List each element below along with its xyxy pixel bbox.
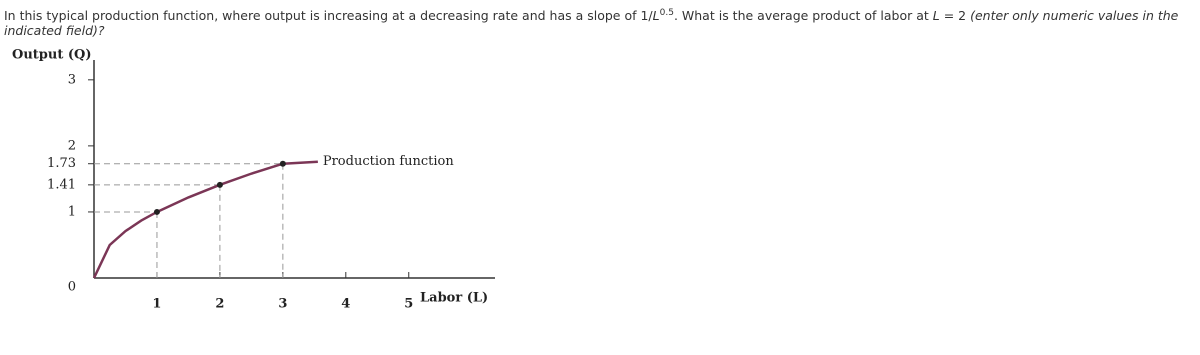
question-text: = 2 <box>939 8 971 24</box>
x-tick-label: 1 <box>152 297 161 312</box>
y-tick-label: 1.73 <box>47 156 76 171</box>
y-axis-label: Output (Q) <box>12 48 91 63</box>
x-tick-label: 5 <box>404 297 413 312</box>
question-text: L <box>652 8 660 24</box>
y-tick-label: 1.41 <box>47 177 76 192</box>
annotation-leader <box>282 160 318 165</box>
x-tick-label: 2 <box>215 297 224 312</box>
question: In this typical production function, whe… <box>4 6 1194 38</box>
question-text: In this typical production function, whe… <box>4 8 653 24</box>
x-tick-label: 4 <box>341 297 350 312</box>
question-text: 0.5 <box>659 8 674 18</box>
point <box>153 208 160 215</box>
point <box>279 160 286 167</box>
x-axis-label: Labor (L) <box>420 291 488 306</box>
question-text: L <box>932 8 940 24</box>
point <box>216 181 223 188</box>
question-text: (enter only numeric values in the indica… <box>4 8 1179 39</box>
question-text: . What is the average product of labor a… <box>673 8 933 24</box>
annotation: Production function <box>323 154 455 169</box>
y-tick-label: 3 <box>68 72 76 87</box>
production-curve <box>92 162 284 279</box>
y-tick-label: 2 <box>68 138 76 153</box>
y-tick-label: 1 <box>68 204 76 219</box>
x-tick-label: 3 <box>278 297 287 312</box>
y-tick-label: 0 <box>68 280 76 295</box>
